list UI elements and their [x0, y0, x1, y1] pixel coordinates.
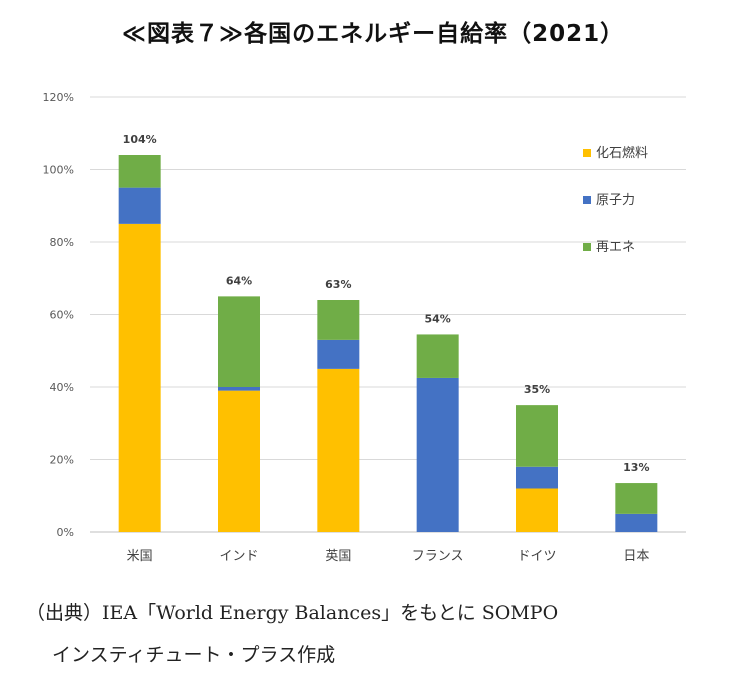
bar-segment-fossil: [118, 223, 161, 532]
bar-total-label: 13%: [623, 461, 649, 474]
bar-segment-renewable: [615, 483, 658, 514]
bar-segment-renewable: [218, 296, 260, 387]
y-tick-label: 40%: [50, 381, 74, 394]
bar-segment-fossil: [317, 368, 360, 532]
y-tick-label: 60%: [50, 309, 74, 322]
bar-total-label: 104%: [123, 133, 157, 146]
y-tick-label: 100%: [43, 164, 74, 177]
bar-total-label: 63%: [325, 278, 351, 291]
bar-segment-fossil: [516, 488, 558, 532]
bar-segment-nuclear: [516, 466, 558, 489]
legend-label: 原子力: [596, 193, 635, 208]
bar-segment-renewable: [416, 334, 459, 378]
x-category-label: 日本: [623, 549, 649, 564]
source-note-line2: インスティチュート・プラス作成: [52, 644, 336, 666]
x-category-label: 英国: [325, 549, 351, 564]
source-note-line1: （出典）IEA「World Energy Balances」をもとに SOMPO: [26, 602, 559, 624]
bar-segment-renewable: [516, 405, 558, 467]
bar-segment-nuclear: [317, 339, 360, 369]
x-category-label: 米国: [127, 549, 153, 564]
legend-swatch-nuclear: [583, 196, 591, 204]
x-category-label: ドイツ: [517, 549, 556, 564]
x-category-label: インド: [219, 549, 258, 564]
bar-segment-renewable: [118, 155, 161, 188]
legend-swatch-renewable: [583, 243, 591, 251]
y-tick-label: 120%: [43, 91, 74, 104]
bar-segment-nuclear: [615, 513, 658, 532]
legend-label: 化石燃料: [596, 145, 648, 161]
bar-segment-nuclear: [118, 187, 161, 224]
x-category-label: フランス: [412, 549, 464, 564]
bar-segment-nuclear: [218, 387, 260, 391]
bar-total-label: 54%: [424, 312, 450, 325]
bar-segment-renewable: [317, 300, 360, 340]
y-tick-label: 0%: [57, 526, 74, 539]
y-tick-label: 80%: [50, 236, 74, 249]
bar-total-label: 64%: [226, 274, 252, 287]
y-tick-label: 20%: [50, 454, 74, 467]
bar-segment-nuclear: [416, 377, 459, 532]
legend-swatch-fossil: [583, 149, 591, 157]
legend-label: 再エネ: [596, 240, 635, 255]
chart-title: ≪図表７≫各国のエネルギー自給率（2021）: [121, 21, 625, 47]
bar-segment-fossil: [218, 390, 260, 532]
bar-total-label: 35%: [524, 383, 550, 396]
stacked-bar-chart: 0% 20% 40% 60% 80% 100% 120% 104% 米国 64% インド 63% 英国 5…: [43, 91, 686, 564]
